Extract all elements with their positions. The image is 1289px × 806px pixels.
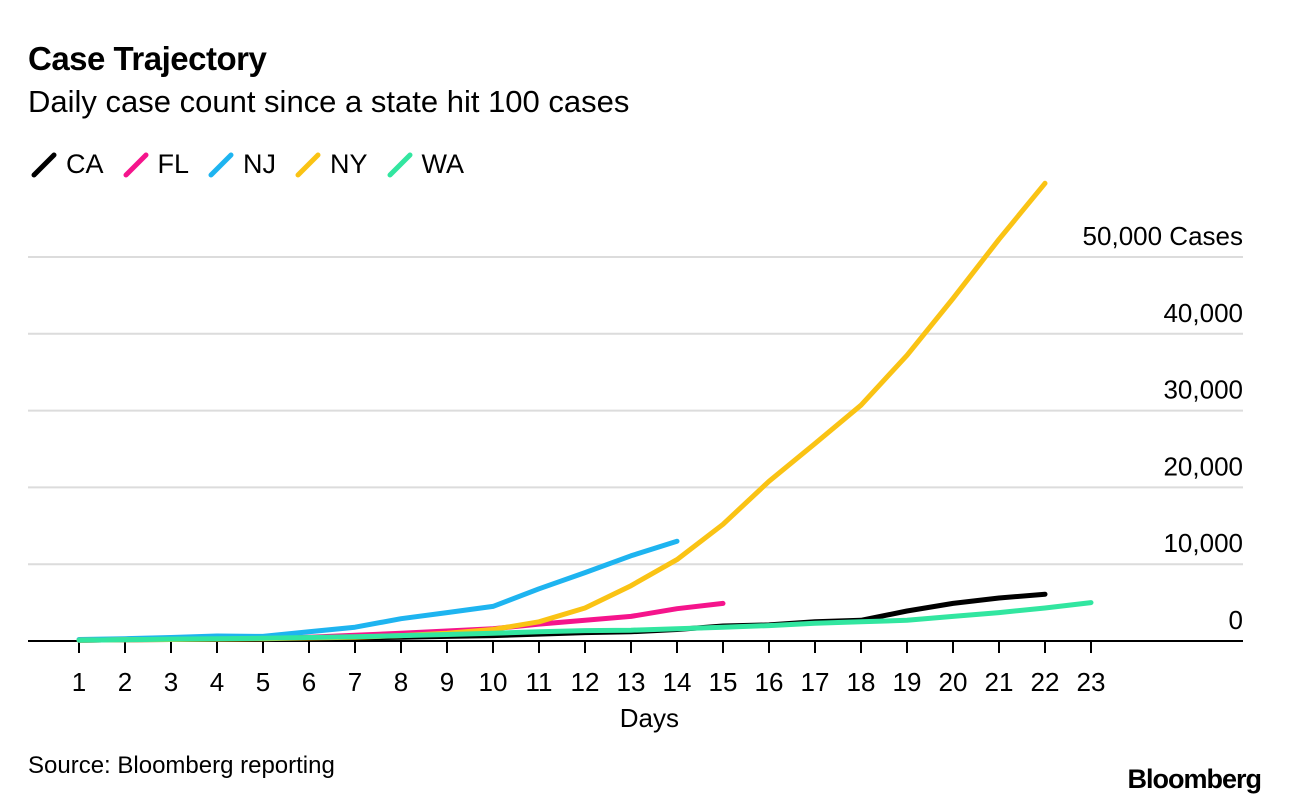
source-note: Source: Bloomberg reporting (28, 752, 335, 779)
x-tick-label: 16 (755, 667, 784, 697)
chart-title: Case Trajectory (28, 40, 267, 77)
y-tick-label: 10,000 (1163, 528, 1243, 558)
legend-item-ny: NY (294, 149, 368, 180)
legend-swatch-ca (31, 152, 57, 178)
x-tick-label: 13 (617, 667, 646, 697)
legend-item-ca: CA (30, 149, 104, 180)
x-tick-label: 21 (985, 667, 1014, 697)
x-tick-label: 5 (256, 667, 270, 697)
x-tick-label: 17 (801, 667, 830, 697)
legend-label: NY (330, 148, 368, 179)
series-line-wa (76, 600, 1094, 643)
x-tick-label: 11 (526, 667, 553, 697)
legend-label: WA (421, 148, 465, 179)
x-tick-label: 8 (394, 667, 408, 697)
legend-label: FL (157, 148, 190, 179)
legend-swatch-nj (208, 152, 234, 178)
chart-subtitle: Daily case count since a state hit 100 c… (28, 84, 630, 119)
x-axis-title: Days (620, 703, 679, 733)
y-tick-label: 0 (1229, 605, 1243, 635)
y-tick-label: 30,000 (1163, 375, 1243, 405)
legend-swatch-wa (387, 152, 413, 178)
x-tick-label: 18 (847, 667, 876, 697)
y-tick-label: 50,000 Cases (1083, 221, 1243, 251)
legend-item-wa: WA (386, 148, 465, 180)
series-line-ny (76, 180, 1048, 643)
x-tick-label: 23 (1077, 667, 1106, 697)
x-tick-label: 1 (72, 667, 86, 697)
x-tick-label: 9 (440, 667, 454, 697)
legend-label: CA (66, 148, 104, 179)
series-line-nj (76, 538, 680, 642)
y-tick-label: 20,000 (1163, 451, 1243, 481)
legend-swatch-ny (295, 152, 321, 178)
x-tick-label: 7 (348, 667, 362, 697)
legend-item-nj: NJ (207, 149, 276, 180)
x-tick-label: 4 (210, 667, 224, 697)
chart-legend: CA FL NJ NY WA (30, 147, 482, 181)
x-tick-label: 19 (893, 667, 922, 697)
x-tick-label: 22 (1031, 667, 1060, 697)
x-tick-label: 15 (709, 667, 738, 697)
x-tick-label: 20 (939, 667, 968, 697)
bloomberg-logo: Bloomberg (1127, 764, 1262, 794)
legend-swatch-fl (123, 152, 149, 178)
x-tick-label: 12 (571, 667, 600, 697)
x-tick-label: 6 (302, 667, 316, 697)
legend-item-fl: FL (122, 148, 190, 180)
x-tick-label: 14 (663, 667, 692, 697)
x-tick-label: 2 (118, 667, 132, 697)
x-tick-label: 3 (164, 667, 178, 697)
y-tick-label: 40,000 (1163, 298, 1243, 328)
legend-label: NJ (243, 148, 277, 179)
x-tick-label: 10 (479, 667, 508, 697)
